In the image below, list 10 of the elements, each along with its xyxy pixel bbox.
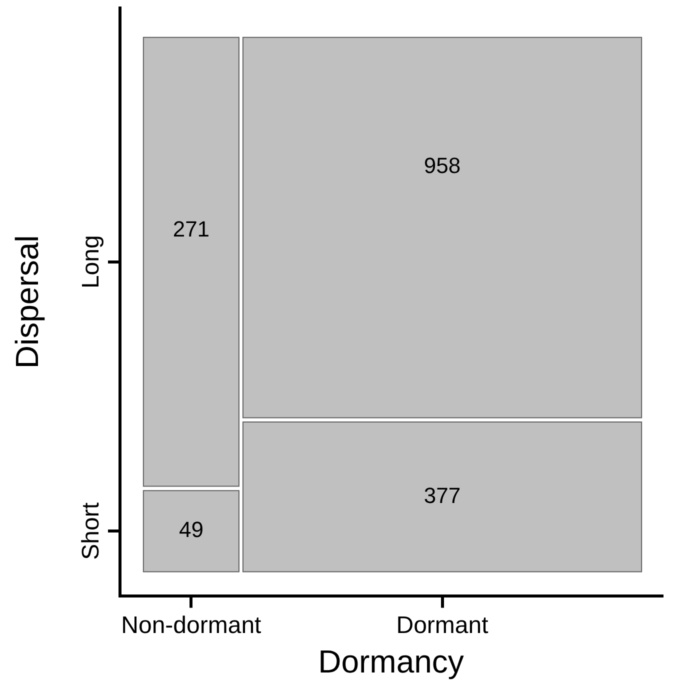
category-label: Long bbox=[78, 235, 105, 289]
data-label: 377 bbox=[424, 482, 461, 508]
category-label: Dormant bbox=[396, 612, 489, 639]
data-label: 958 bbox=[424, 152, 461, 178]
text: Dormancy bbox=[318, 644, 464, 680]
category-label: Short bbox=[78, 502, 105, 560]
data-label: 49 bbox=[178, 517, 204, 542]
data-label: 271 bbox=[172, 216, 210, 242]
text: Dispersal bbox=[9, 235, 46, 369]
category-label: Non-dormant bbox=[121, 612, 262, 639]
